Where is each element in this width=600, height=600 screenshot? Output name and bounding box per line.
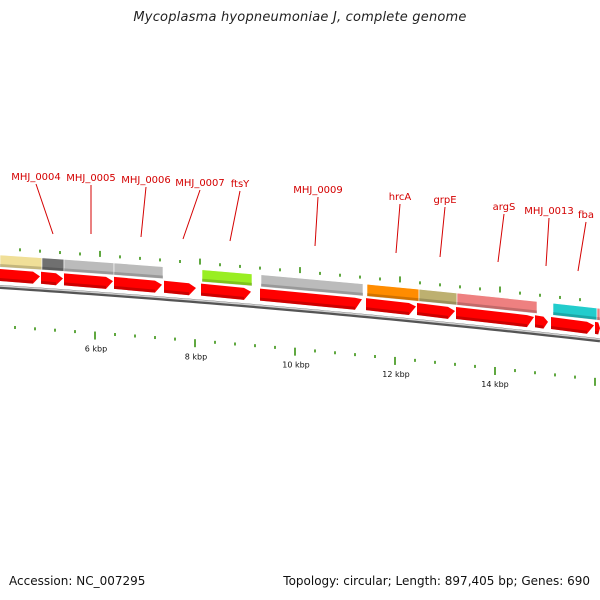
cds-arrow xyxy=(41,271,63,286)
cog-block-shade xyxy=(64,268,114,275)
map-title: Mycoplasma hyopneumoniae J, complete gen… xyxy=(133,10,467,25)
scale-label: 6 kbp xyxy=(85,345,107,354)
gene-label: MHJ_0005 xyxy=(66,173,116,184)
scale-label: 8 kbp xyxy=(185,352,207,361)
cog-block xyxy=(456,292,538,314)
gene-label: MHJ_0013 xyxy=(524,206,574,217)
cds-arrow-shade xyxy=(201,292,244,300)
cds-arrow-shade xyxy=(260,297,355,310)
cds-arrow-shade xyxy=(535,324,544,329)
cds-arrow xyxy=(456,306,534,328)
cog-block-shade xyxy=(367,293,419,302)
cds-arrow-shade xyxy=(164,289,189,296)
cog-block xyxy=(201,269,253,287)
gene-leader-line xyxy=(182,189,201,240)
tick-track xyxy=(14,248,596,386)
gene-label: grpE xyxy=(433,195,456,206)
cog-block-shade xyxy=(0,264,42,270)
cds-arrow-shade xyxy=(41,280,56,286)
cds-track xyxy=(0,269,600,335)
backbone xyxy=(0,285,600,343)
cog-block-shade xyxy=(202,278,252,286)
scale-track: 6 kbp 8 kbp 10 kbp 12 kbp 14 kbp xyxy=(85,345,509,389)
cog-track xyxy=(0,254,600,321)
gene-leader-line xyxy=(497,213,505,263)
scale-label: 12 kbp xyxy=(382,370,410,379)
gene-leader-line xyxy=(140,186,147,238)
cds-arrow xyxy=(417,303,455,319)
gene-leader-line xyxy=(395,203,401,254)
gene-label: hrcA xyxy=(389,192,412,203)
gene-label: argS xyxy=(493,202,516,213)
gene-label: ftsY xyxy=(231,179,250,190)
gene-leader-line xyxy=(229,190,241,242)
gene-label: MHJ_0006 xyxy=(121,175,171,186)
cds-arrow xyxy=(595,321,600,335)
backbone-line xyxy=(0,285,600,343)
gene-leader-line xyxy=(35,183,54,235)
cds-arrow-shade xyxy=(551,325,587,334)
cog-block-shade xyxy=(114,271,163,279)
cds-arrow xyxy=(114,276,162,293)
cds-arrow-shade xyxy=(64,282,106,289)
cds-arrow xyxy=(535,315,548,329)
gene-leader-line xyxy=(439,206,446,258)
cog-block-shade xyxy=(42,266,64,272)
cog-block xyxy=(113,262,164,279)
topology-label: Topology: circular; Length: 897,405 bp; … xyxy=(283,574,590,588)
cog-block xyxy=(596,307,600,321)
cds-arrow-shade xyxy=(114,285,155,293)
gene-label: fba xyxy=(578,210,594,221)
cds-arrow xyxy=(164,280,196,296)
cog-block-shade xyxy=(457,302,537,314)
scale-label: 10 kbp xyxy=(282,361,310,370)
cds-arrow xyxy=(260,288,362,310)
cds-arrow xyxy=(0,269,40,284)
gene-label: MHJ_0009 xyxy=(293,185,343,196)
cog-block xyxy=(260,274,364,297)
gene-label-track: MHJ_0004 MHJ_0005 MHJ_0006 MHJ_0007 ftsY MHJ_… xyxy=(11,172,594,272)
cds-arrow-shade xyxy=(366,307,409,315)
gene-label: MHJ_0004 xyxy=(11,172,61,183)
cds-arrow-shade xyxy=(456,315,527,328)
gene-leader-line xyxy=(545,217,550,267)
cog-block-shade xyxy=(261,283,363,296)
cog-block-shade xyxy=(419,298,457,306)
scale-label: 14 kbp xyxy=(481,380,509,389)
gene-leader-line xyxy=(577,221,587,272)
cds-arrow-shade xyxy=(417,312,448,319)
cog-block-shade xyxy=(553,312,597,321)
cog-block-shade xyxy=(597,317,600,321)
gene-leader-line xyxy=(314,196,319,247)
cds-arrow-shade xyxy=(0,278,33,284)
cds-arrow-shade xyxy=(595,330,599,335)
backbone-highlight xyxy=(0,285,600,341)
gene-label: MHJ_0007 xyxy=(175,178,225,189)
cds-arrow xyxy=(551,316,594,334)
cds-arrow xyxy=(366,298,416,315)
accession-label: Accession: NC_007295 xyxy=(9,574,146,588)
cds-arrow xyxy=(201,283,251,300)
cds-arrow xyxy=(64,273,113,289)
